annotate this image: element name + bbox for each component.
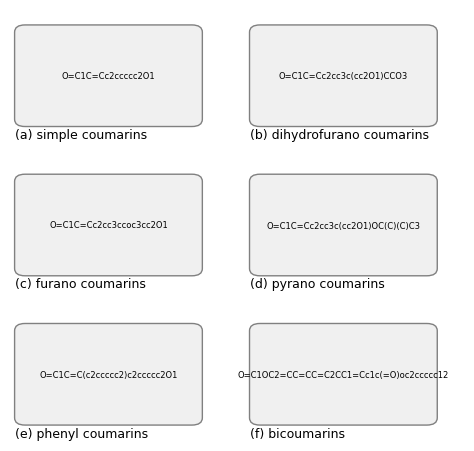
Text: O=C1C=Cc2cc3c(cc2O1)CCO3: O=C1C=Cc2cc3c(cc2O1)CCO3 <box>279 72 408 81</box>
Text: O=C1C=Cc2cc3c(cc2O1)OC(C)(C)C3: O=C1C=Cc2cc3c(cc2O1)OC(C)(C)C3 <box>266 221 420 230</box>
Text: (c) furano coumarins: (c) furano coumarins <box>15 278 146 290</box>
FancyBboxPatch shape <box>15 175 202 276</box>
Text: O=C1C=Cc2cc3ccoc3cc2O1: O=C1C=Cc2cc3ccoc3cc2O1 <box>49 221 168 230</box>
Text: O=C1C=Cc2ccccc2O1: O=C1C=Cc2ccccc2O1 <box>62 72 155 81</box>
Text: (e) phenyl coumarins: (e) phenyl coumarins <box>15 427 148 440</box>
Text: O=C1C=C(c2ccccc2)c2ccccc2O1: O=C1C=C(c2ccccc2)c2ccccc2O1 <box>39 370 178 379</box>
FancyBboxPatch shape <box>15 26 202 127</box>
Text: O=C1OC2=CC=CC=C2CC1=Cc1c(=O)oc2ccccc12: O=C1OC2=CC=CC=C2CC1=Cc1c(=O)oc2ccccc12 <box>238 370 449 379</box>
FancyBboxPatch shape <box>249 175 438 276</box>
Text: (a) simple coumarins: (a) simple coumarins <box>15 129 147 142</box>
FancyBboxPatch shape <box>15 324 202 425</box>
FancyBboxPatch shape <box>249 26 438 127</box>
FancyBboxPatch shape <box>249 324 438 425</box>
Text: (d) pyrano coumarins: (d) pyrano coumarins <box>249 278 384 290</box>
Text: (f) bicoumarins: (f) bicoumarins <box>249 427 345 440</box>
Text: (b) dihydrofurano coumarins: (b) dihydrofurano coumarins <box>249 129 428 142</box>
